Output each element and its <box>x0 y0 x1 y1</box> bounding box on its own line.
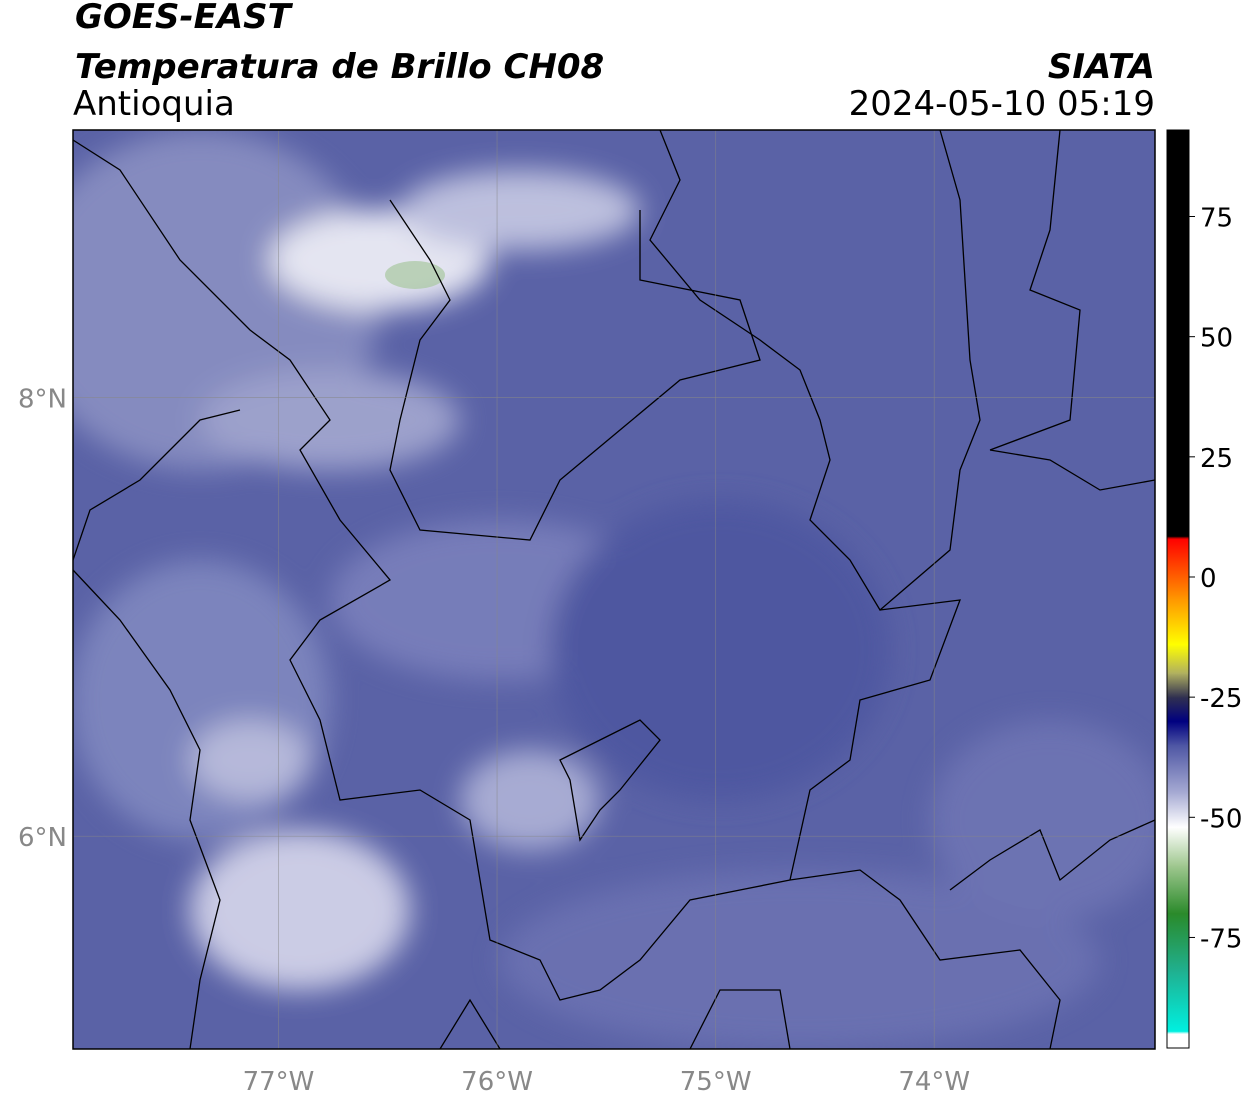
colorbar-segment <box>1167 644 1189 674</box>
x-tick-label: 75°W <box>680 1067 752 1097</box>
colorbar-segment <box>1167 745 1189 794</box>
colorbar-segment <box>1167 536 1189 540</box>
region: Antioquia <box>73 84 235 124</box>
colorbar-tick-label: 0 <box>1200 564 1217 594</box>
colorbar-segment <box>1167 793 1189 828</box>
colorbar-tick-label: -25 <box>1200 684 1242 714</box>
datetime: 2024-05-10 05:19 <box>849 84 1155 124</box>
colorbar-segment <box>1167 673 1189 698</box>
colorbar-segment <box>1167 1031 1189 1035</box>
colorbar-tick-label: 50 <box>1200 324 1233 354</box>
map-image <box>73 130 1155 1049</box>
colorbar-segment <box>1167 826 1189 866</box>
grid <box>73 130 1155 1049</box>
colorbar-segment <box>1167 697 1189 722</box>
map-frame <box>72 129 1156 1050</box>
y-tick-label: 8°N <box>18 385 67 415</box>
y-tick-label: 6°N <box>18 823 67 853</box>
colorbar-segment <box>1167 721 1189 746</box>
x-tick-label: 74°W <box>898 1067 970 1097</box>
colorbar-segment <box>1167 913 1189 972</box>
colorbar-segment <box>1167 130 1189 537</box>
colorbar-tick-label: -75 <box>1200 924 1242 954</box>
colorbar-tick-label: -50 <box>1200 804 1242 834</box>
colorbar-frame <box>1166 129 1190 1049</box>
colorbar-segment <box>1167 1033 1189 1049</box>
colorbar-tick-label: 75 <box>1200 204 1233 234</box>
colorbar-segment <box>1167 596 1189 645</box>
colorbar-segment <box>1167 971 1189 1032</box>
colorbar-segment <box>1167 538 1189 597</box>
title: GOES-EAST <box>75 0 294 37</box>
colorbar-tick-label: 25 <box>1200 444 1233 474</box>
colorbar <box>1167 130 1189 1049</box>
subtitle: Temperatura de Brillo CH08 <box>75 47 604 87</box>
x-tick-label: 77°W <box>243 1067 315 1097</box>
x-tick-label: 76°W <box>461 1067 533 1097</box>
source: SIATA <box>1048 47 1155 87</box>
colorbar-segment <box>1167 865 1189 914</box>
